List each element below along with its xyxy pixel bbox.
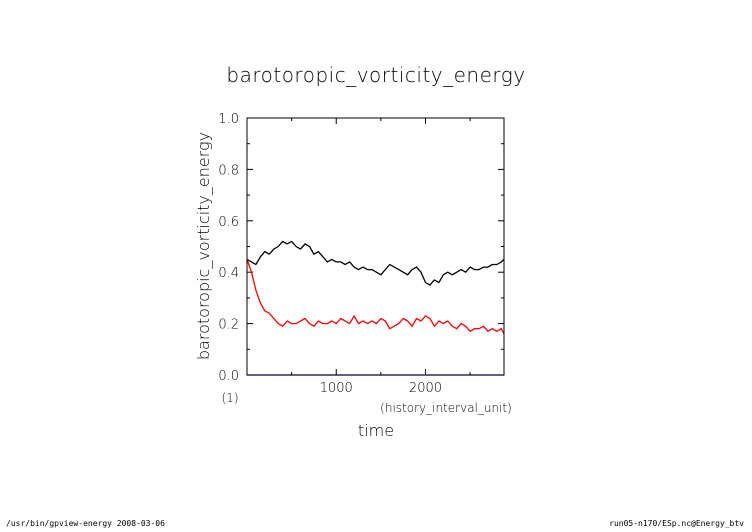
series-line-2 xyxy=(246,259,505,335)
footer-left: /usr/bin/gpview-energy 2008-03-06 xyxy=(6,519,165,528)
series-line-1 xyxy=(246,240,505,286)
x-tick-label: 2000 xyxy=(409,381,442,396)
chart-title: barotoropic_vorticity_energy xyxy=(226,63,525,87)
y-tick-label: 0.6 xyxy=(218,215,239,230)
y-tick-label: 0.0 xyxy=(218,369,239,384)
x-tick-label: 1000 xyxy=(320,381,353,396)
y-tick-label: 0.4 xyxy=(218,266,239,281)
y-tick-label: 0.8 xyxy=(218,163,239,178)
y-axis-label: barotoropic_vorticity_energy xyxy=(194,132,213,360)
y-tick-label: 1.0 xyxy=(218,112,239,127)
footer-right: run05-n170/ESp.nc@Energy_btv xyxy=(609,519,744,528)
x-axis-units: (history_interval_unit) xyxy=(380,401,512,415)
x-axis-label: time xyxy=(358,421,394,440)
y-tick-label: 0.2 xyxy=(218,318,239,333)
y-axis-units: (1) xyxy=(222,391,239,405)
plot-frame xyxy=(246,117,505,376)
